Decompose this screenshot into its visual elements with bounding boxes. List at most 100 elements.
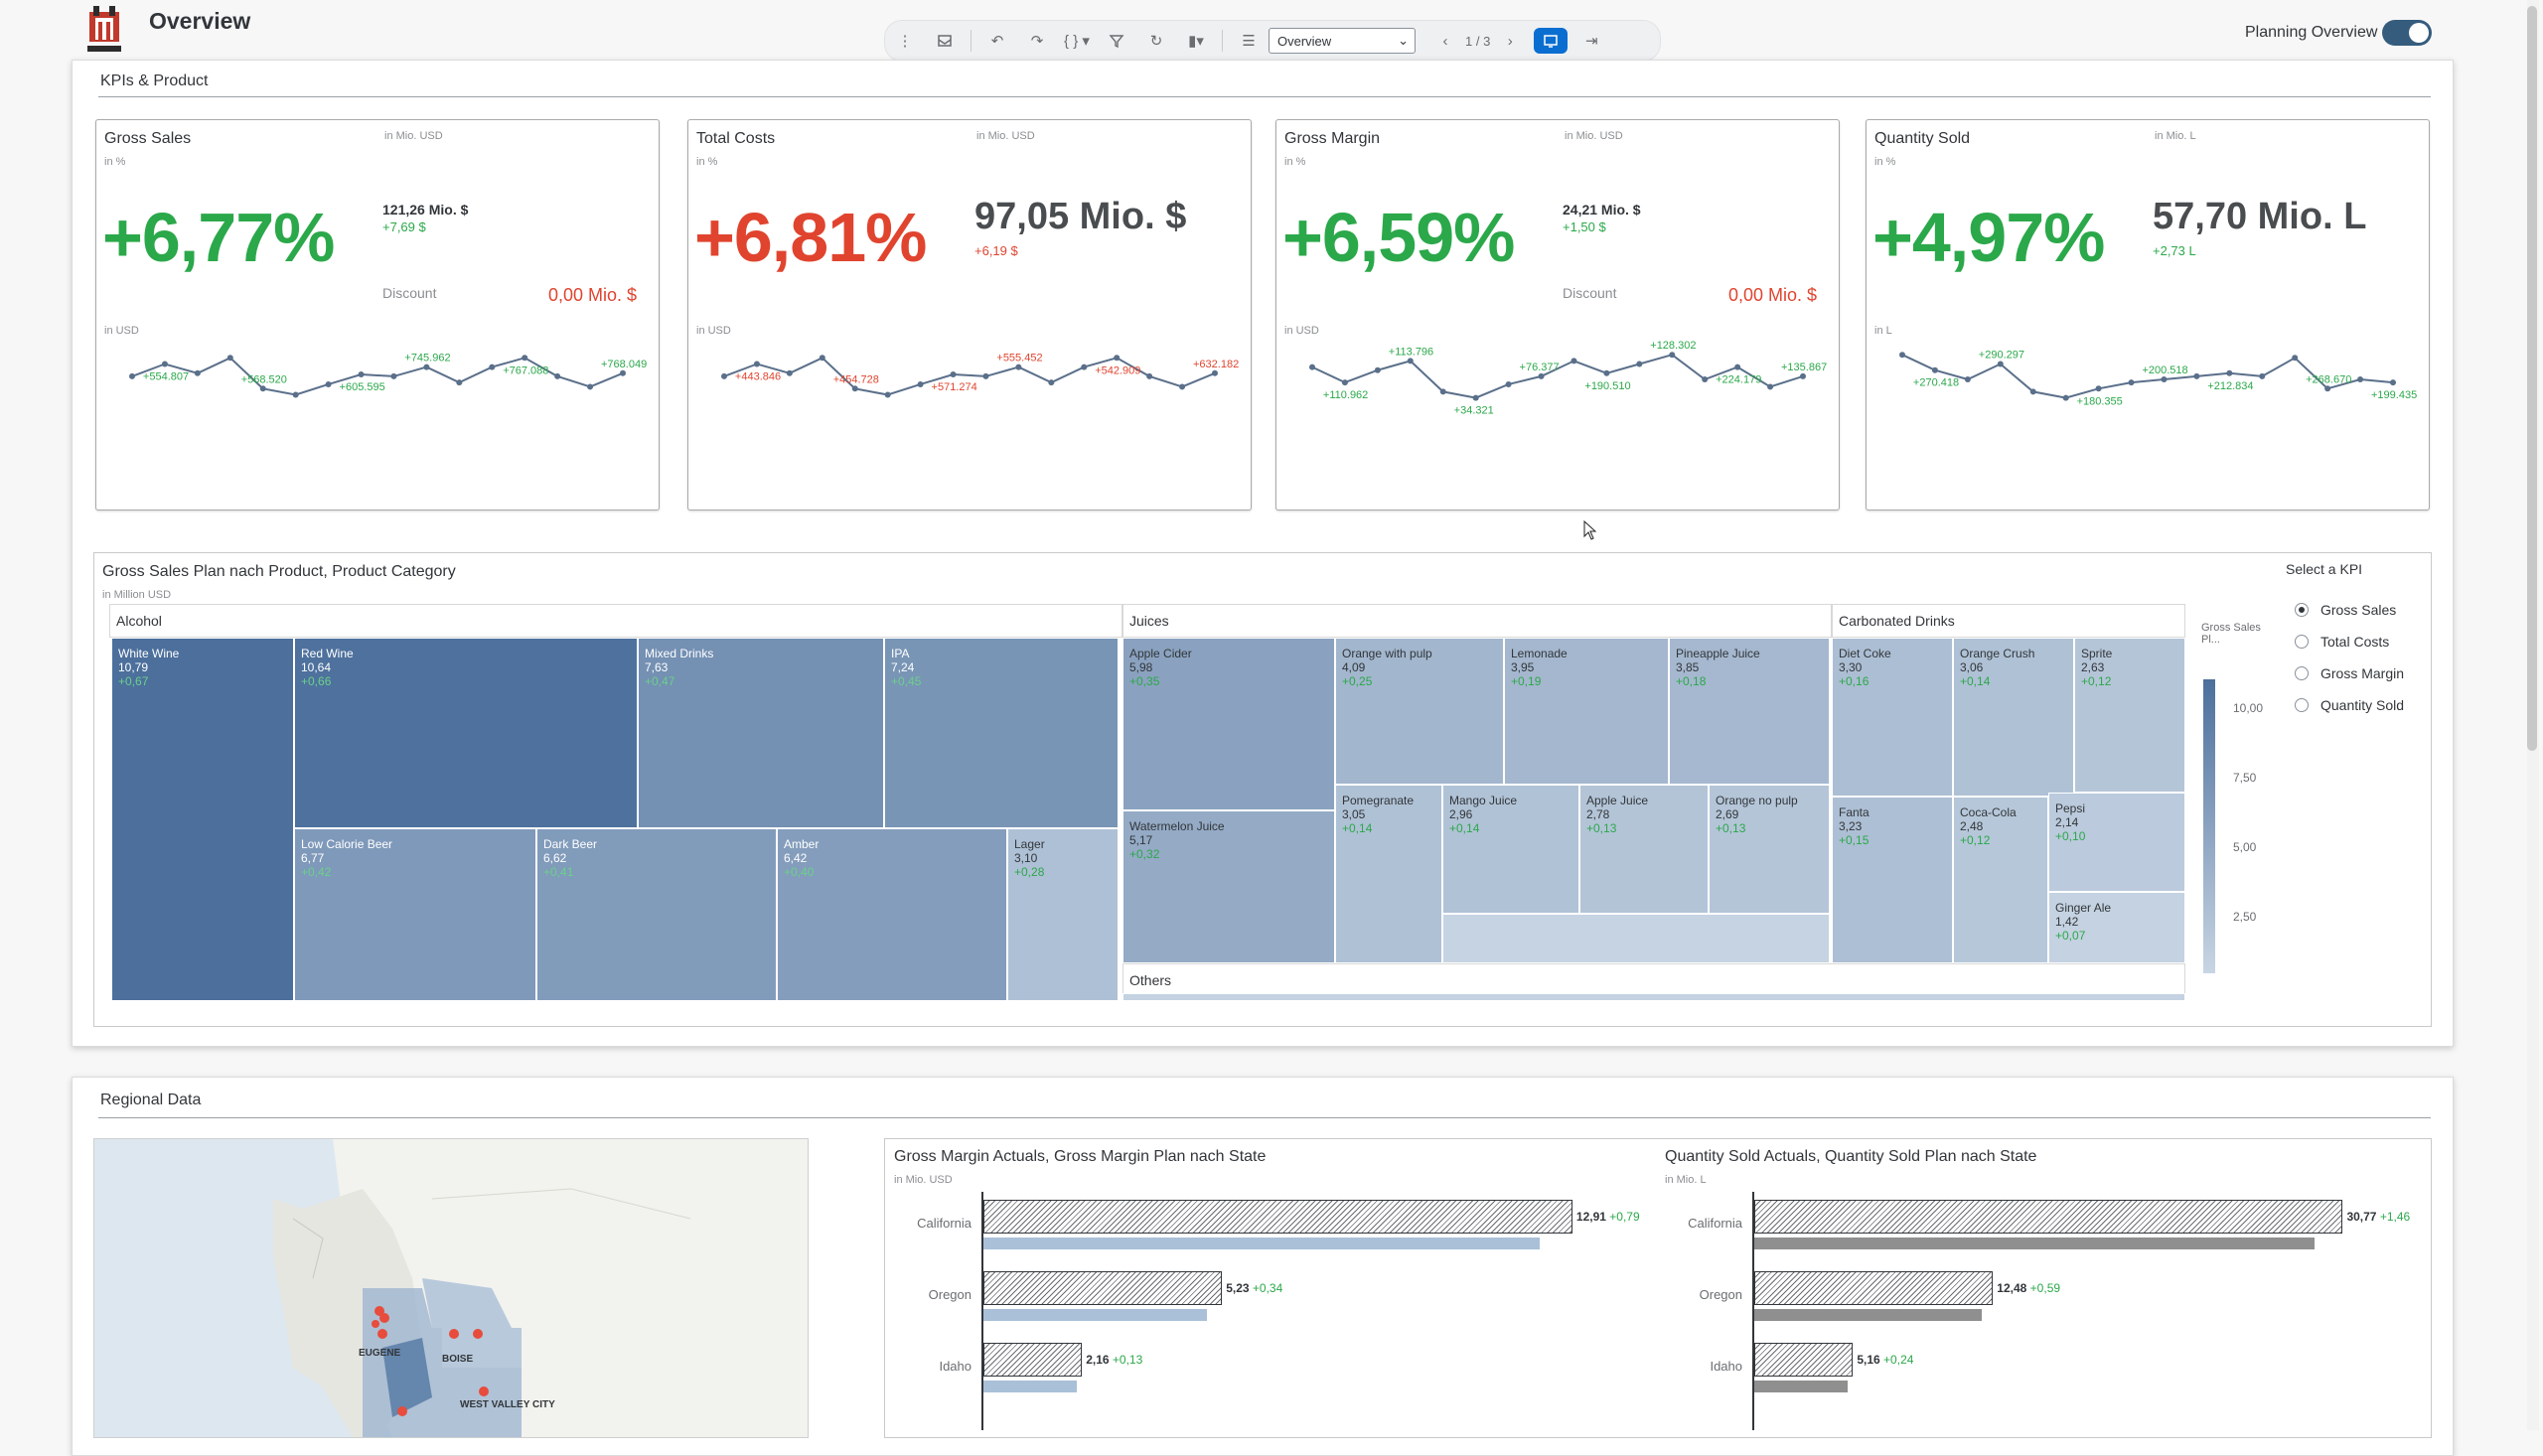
sparkline-point[interactable]: [2324, 385, 2331, 392]
sparkline-point[interactable]: [721, 372, 727, 379]
sparkline-point[interactable]: [1146, 372, 1153, 379]
plan-bar[interactable]: [983, 1381, 1078, 1392]
sparkline-point[interactable]: [390, 372, 397, 379]
sparkline-point[interactable]: [2095, 385, 2102, 392]
treemap-tile[interactable]: White Wine 10,79 +0,67: [111, 638, 294, 1001]
undo-icon[interactable]: ↶: [990, 33, 1004, 50]
sparkline-point[interactable]: [1899, 352, 1905, 359]
treemap-tile[interactable]: Mango Juice 2,96 +0,14: [1442, 785, 1579, 914]
sparkline-point[interactable]: [2226, 369, 2233, 376]
treemap-tile[interactable]: Pomegranate 3,05 +0,14: [1335, 785, 1442, 963]
actual-bar[interactable]: [1754, 1343, 1854, 1377]
treemap-tile[interactable]: Ginger Ale 1,42 +0,07: [2048, 892, 2185, 963]
sparkline-point[interactable]: [226, 355, 233, 362]
treemap-tile[interactable]: Fanta 3,23 +0,15: [1832, 797, 1953, 963]
kpi-radio-option[interactable]: Quantity Sold: [2295, 697, 2404, 713]
sparkline-point[interactable]: [1212, 369, 1218, 376]
treemap-tile[interactable]: Pineapple Juice 3,85 +0,18: [1669, 638, 1830, 785]
sparkline-point[interactable]: [950, 371, 957, 378]
prev-page-icon[interactable]: ‹: [1442, 32, 1448, 50]
actual-bar[interactable]: [983, 1271, 1223, 1305]
formula-icon[interactable]: { } ▾: [1064, 33, 1090, 50]
sparkline-point[interactable]: [1505, 380, 1512, 387]
treemap-group-header[interactable]: Alcohol: [109, 604, 1122, 638]
kpi-radio-option[interactable]: Gross Margin: [2295, 665, 2404, 681]
sparkline-point[interactable]: [1081, 364, 1088, 370]
sparkline-point[interactable]: [2259, 372, 2266, 379]
treemap-tile[interactable]: Apple Juice 2,78 +0,13: [1579, 785, 1709, 914]
treemap-group-header[interactable]: Juices: [1122, 604, 1832, 638]
sparkline-point[interactable]: [1472, 394, 1479, 401]
bookmark-icon[interactable]: ▮▾: [1188, 33, 1204, 50]
sparkline-point[interactable]: [1702, 376, 1709, 382]
radio-button[interactable]: [2295, 698, 2309, 712]
kpi-card[interactable]: Gross Margin in Mio. USD in % +6,59% 24,21 M…: [1275, 119, 1840, 510]
treemap-tile[interactable]: Dark Beer 6,62 +0,41: [536, 828, 777, 1001]
treemap-tile[interactable]: Sprite 2,63 +0,12: [2074, 638, 2185, 793]
treemap-tile[interactable]: Orange no pulp 2,69 +0,13: [1709, 785, 1830, 914]
treemap-tile[interactable]: Lemonade 3,95 +0,19: [1504, 638, 1669, 785]
save-icon[interactable]: [929, 26, 961, 56]
treemap-tile[interactable]: Amber 6,42 +0,40: [777, 828, 1007, 1001]
outline-icon[interactable]: ☰: [1242, 33, 1256, 50]
sparkline-point[interactable]: [1538, 372, 1545, 379]
sparkline-point[interactable]: [1571, 358, 1577, 364]
treemap-tile[interactable]: Pepsi 2,14 +0,10: [2048, 793, 2185, 892]
sparkline-point[interactable]: [1015, 364, 1022, 370]
regional-map[interactable]: EUGENE BOISE WEST VALLEY CITY: [93, 1138, 809, 1438]
treemap-tile[interactable]: Diet Coke 3,30 +0,16: [1832, 638, 1953, 797]
treemap-tile[interactable]: Watermelon Juice 5,17 +0,32: [1122, 810, 1335, 963]
kpi-card[interactable]: Total Costs in Mio. USD in % +6,81% 97,05 Mi…: [687, 119, 1252, 510]
scrollbar-thumb[interactable]: [2527, 6, 2537, 751]
sparkline-point[interactable]: [489, 364, 496, 370]
sparkline-point[interactable]: [819, 355, 825, 362]
sparkline-point[interactable]: [292, 391, 299, 398]
sparkline-point[interactable]: [1439, 388, 1446, 395]
sparkline-point[interactable]: [1179, 383, 1186, 390]
next-page-icon[interactable]: ›: [1507, 32, 1513, 50]
sparkline-point[interactable]: [325, 380, 332, 387]
kpi-radio-option[interactable]: Total Costs: [2295, 634, 2389, 650]
sparkline-point[interactable]: [194, 369, 201, 376]
sparkline-point[interactable]: [1374, 366, 1381, 373]
kpi-card[interactable]: Quantity Sold in Mio. L in % +4,97% 57,70 Mi…: [1866, 119, 2430, 510]
treemap-tile[interactable]: Low Calorie Beer 6,77 +0,42: [294, 828, 536, 1001]
treemap-tile[interactable]: Lager 3,10 +0,28: [1007, 828, 1119, 1001]
treemap-tile[interactable]: Apple Cider 5,98 +0,35: [1122, 638, 1335, 810]
redo-icon[interactable]: ↷: [1030, 33, 1044, 50]
sparkline-point[interactable]: [1800, 372, 1806, 379]
sparkline-point[interactable]: [161, 361, 168, 367]
more-icon[interactable]: ⋮: [897, 33, 913, 50]
treemap-tile[interactable]: Mixed Drinks 7,63 +0,47: [638, 638, 884, 828]
sparkline-point[interactable]: [1114, 355, 1121, 362]
radio-button[interactable]: [2295, 635, 2309, 649]
sparkline-point[interactable]: [1407, 358, 1414, 364]
kpi-radio-option[interactable]: Gross Sales: [2295, 602, 2396, 618]
sparkline-point[interactable]: [2062, 394, 2069, 401]
filter-icon[interactable]: [1101, 26, 1132, 56]
plan-bar[interactable]: [1754, 1309, 1983, 1321]
plan-bar[interactable]: [983, 1309, 1208, 1321]
treemap-tile[interactable]: IPA 7,24 +0,45: [884, 638, 1119, 828]
page-select[interactable]: Overview ⌄: [1269, 28, 1416, 54]
sparkline-point[interactable]: [358, 371, 365, 378]
sparkline-point[interactable]: [1669, 352, 1676, 359]
treemap-small-tile[interactable]: [1442, 914, 1830, 963]
sparkline-point[interactable]: [456, 379, 463, 386]
sparkline-point[interactable]: [2161, 376, 2168, 382]
planning-overview-toggle[interactable]: [2382, 20, 2432, 46]
sparkline-point[interactable]: [129, 372, 135, 379]
exit-icon[interactable]: ⇥: [1585, 33, 1598, 50]
sparkline-point[interactable]: [1636, 361, 1643, 367]
sparkline-point[interactable]: [1603, 369, 1610, 376]
sparkline-point[interactable]: [982, 372, 989, 379]
treemap-tile[interactable]: Orange with pulp 4,09 +0,25: [1335, 638, 1504, 785]
radio-button[interactable]: [2295, 666, 2309, 680]
treemap-tile[interactable]: Coca-Cola 2,48 +0,12: [1953, 797, 2048, 963]
plan-bar[interactable]: [1754, 1381, 1849, 1392]
sparkline-point[interactable]: [1734, 364, 1741, 370]
actual-bar[interactable]: [983, 1343, 1083, 1377]
sparkline-point[interactable]: [786, 369, 793, 376]
treemap-others-strip[interactable]: [1122, 993, 2185, 1001]
treemap-tile[interactable]: Red Wine 10,64 +0,66: [294, 638, 638, 828]
